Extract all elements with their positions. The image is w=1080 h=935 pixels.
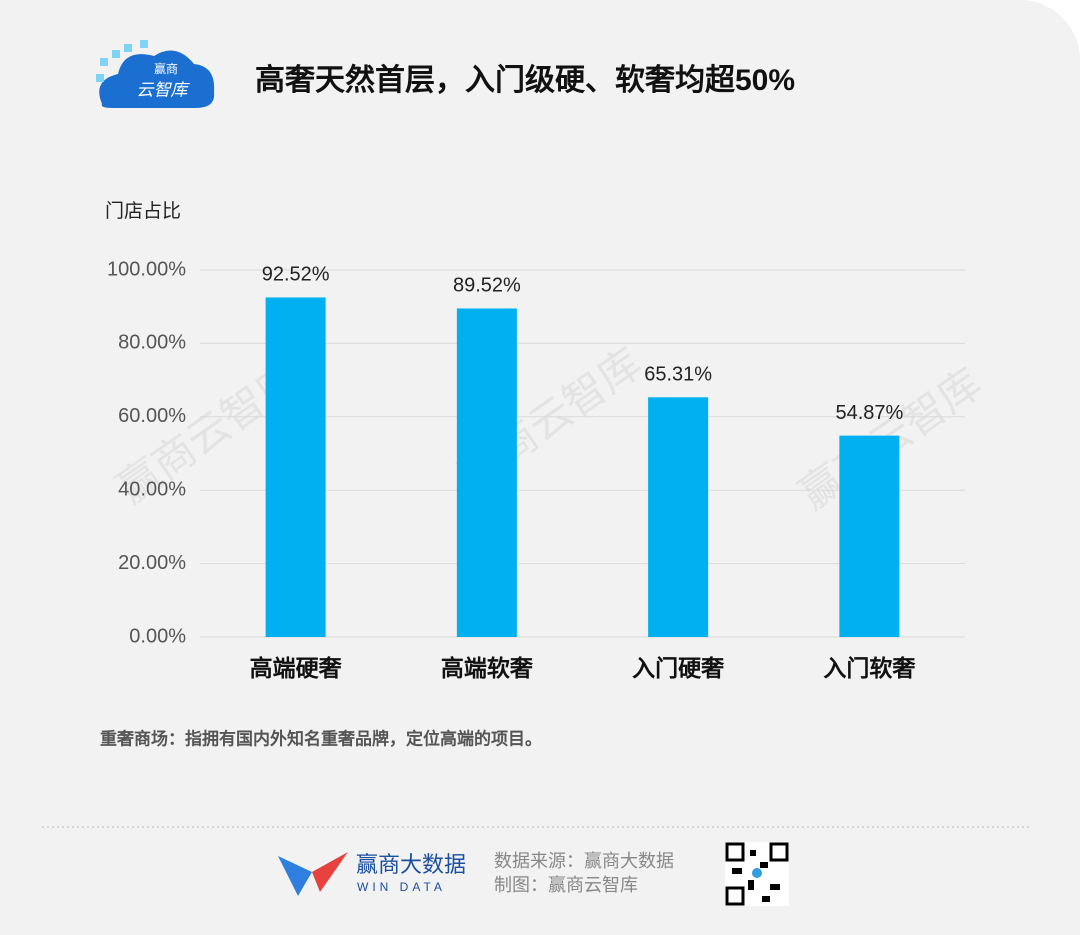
y-tick-label: 80.00% (118, 332, 186, 354)
bar (839, 435, 900, 637)
y-tick-label: 20.00% (118, 552, 186, 574)
qr-code (725, 842, 789, 906)
x-tick-label: 入门硬奢 (632, 655, 725, 681)
value-label: 54.87% (835, 402, 903, 424)
value-label: 89.52% (453, 275, 521, 297)
y-tick-label: 0.00% (129, 625, 186, 647)
logo: 赢商 云智库 (96, 40, 215, 108)
x-tick-label: 高端软奢 (441, 655, 534, 681)
logo-bottom: 云智库 (137, 80, 191, 99)
value-label: 65.31% (644, 364, 712, 386)
y-tick-label: 40.00% (118, 478, 186, 500)
value-label: 92.52% (262, 264, 330, 286)
y-axis-label: 门店占比 (105, 200, 181, 222)
footer-brand: 赢商大数据 (356, 852, 466, 877)
x-tick-label: 高端硬奢 (250, 655, 343, 681)
logo-top: 赢商 (154, 61, 178, 76)
chart-title: 高奢天然首层，入门级硬、软奢均超50% (255, 63, 795, 97)
note: 重奢商场：指拥有国内外知名重奢品牌，定位高端的项目。 (100, 728, 542, 748)
footer-brand-en: WIN DATA (357, 880, 446, 894)
bar (456, 308, 517, 637)
bar (265, 297, 326, 637)
y-tick-label: 100.00% (107, 258, 186, 280)
x-tick-label: 入门软奢 (823, 655, 916, 681)
maker: 制图：赢商云智库 (494, 874, 638, 895)
bar (648, 397, 709, 637)
source: 数据来源：赢商大数据 (494, 850, 674, 871)
footer-logo: 赢商大数据 WIN DATA (278, 852, 466, 896)
y-tick-label: 60.00% (118, 405, 186, 427)
